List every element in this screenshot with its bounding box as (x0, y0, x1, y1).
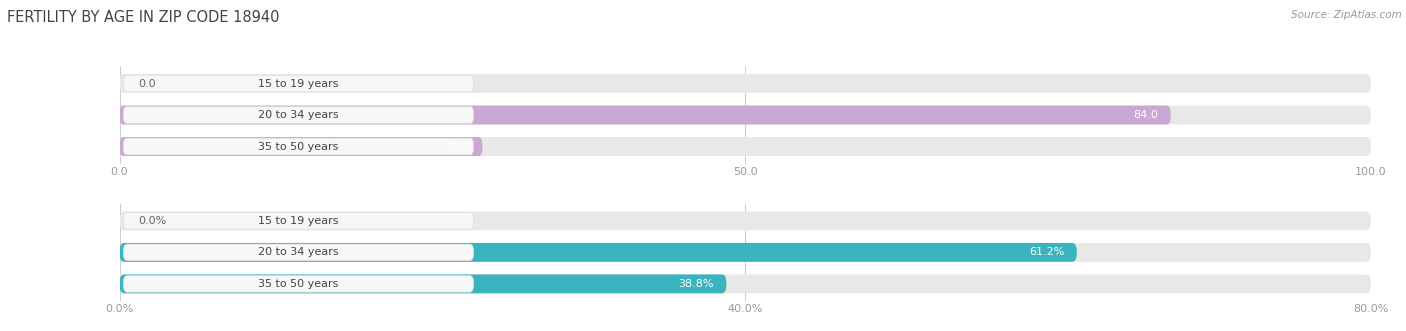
FancyBboxPatch shape (120, 137, 482, 156)
FancyBboxPatch shape (120, 274, 1371, 293)
Text: 29.0: 29.0 (446, 142, 470, 152)
FancyBboxPatch shape (124, 75, 474, 92)
Text: FERTILITY BY AGE IN ZIP CODE 18940: FERTILITY BY AGE IN ZIP CODE 18940 (7, 10, 280, 25)
FancyBboxPatch shape (124, 213, 474, 229)
FancyBboxPatch shape (120, 106, 1171, 124)
Text: 0.0: 0.0 (138, 78, 156, 88)
FancyBboxPatch shape (120, 137, 1371, 156)
Text: 84.0: 84.0 (1133, 110, 1159, 120)
FancyBboxPatch shape (120, 74, 1371, 93)
FancyBboxPatch shape (120, 274, 727, 293)
Text: 15 to 19 years: 15 to 19 years (259, 216, 339, 226)
Text: 15 to 19 years: 15 to 19 years (259, 78, 339, 88)
FancyBboxPatch shape (124, 107, 474, 123)
Text: Source: ZipAtlas.com: Source: ZipAtlas.com (1291, 10, 1402, 20)
FancyBboxPatch shape (120, 106, 1371, 124)
Text: 20 to 34 years: 20 to 34 years (259, 247, 339, 258)
FancyBboxPatch shape (124, 138, 474, 155)
Text: 61.2%: 61.2% (1029, 247, 1064, 258)
FancyBboxPatch shape (120, 243, 1371, 262)
Text: 38.8%: 38.8% (679, 279, 714, 289)
FancyBboxPatch shape (120, 243, 1077, 262)
Text: 0.0%: 0.0% (138, 216, 166, 226)
Text: 35 to 50 years: 35 to 50 years (259, 142, 339, 152)
FancyBboxPatch shape (124, 276, 474, 292)
Text: 20 to 34 years: 20 to 34 years (259, 110, 339, 120)
FancyBboxPatch shape (124, 244, 474, 261)
FancyBboxPatch shape (120, 212, 1371, 230)
Text: 35 to 50 years: 35 to 50 years (259, 279, 339, 289)
